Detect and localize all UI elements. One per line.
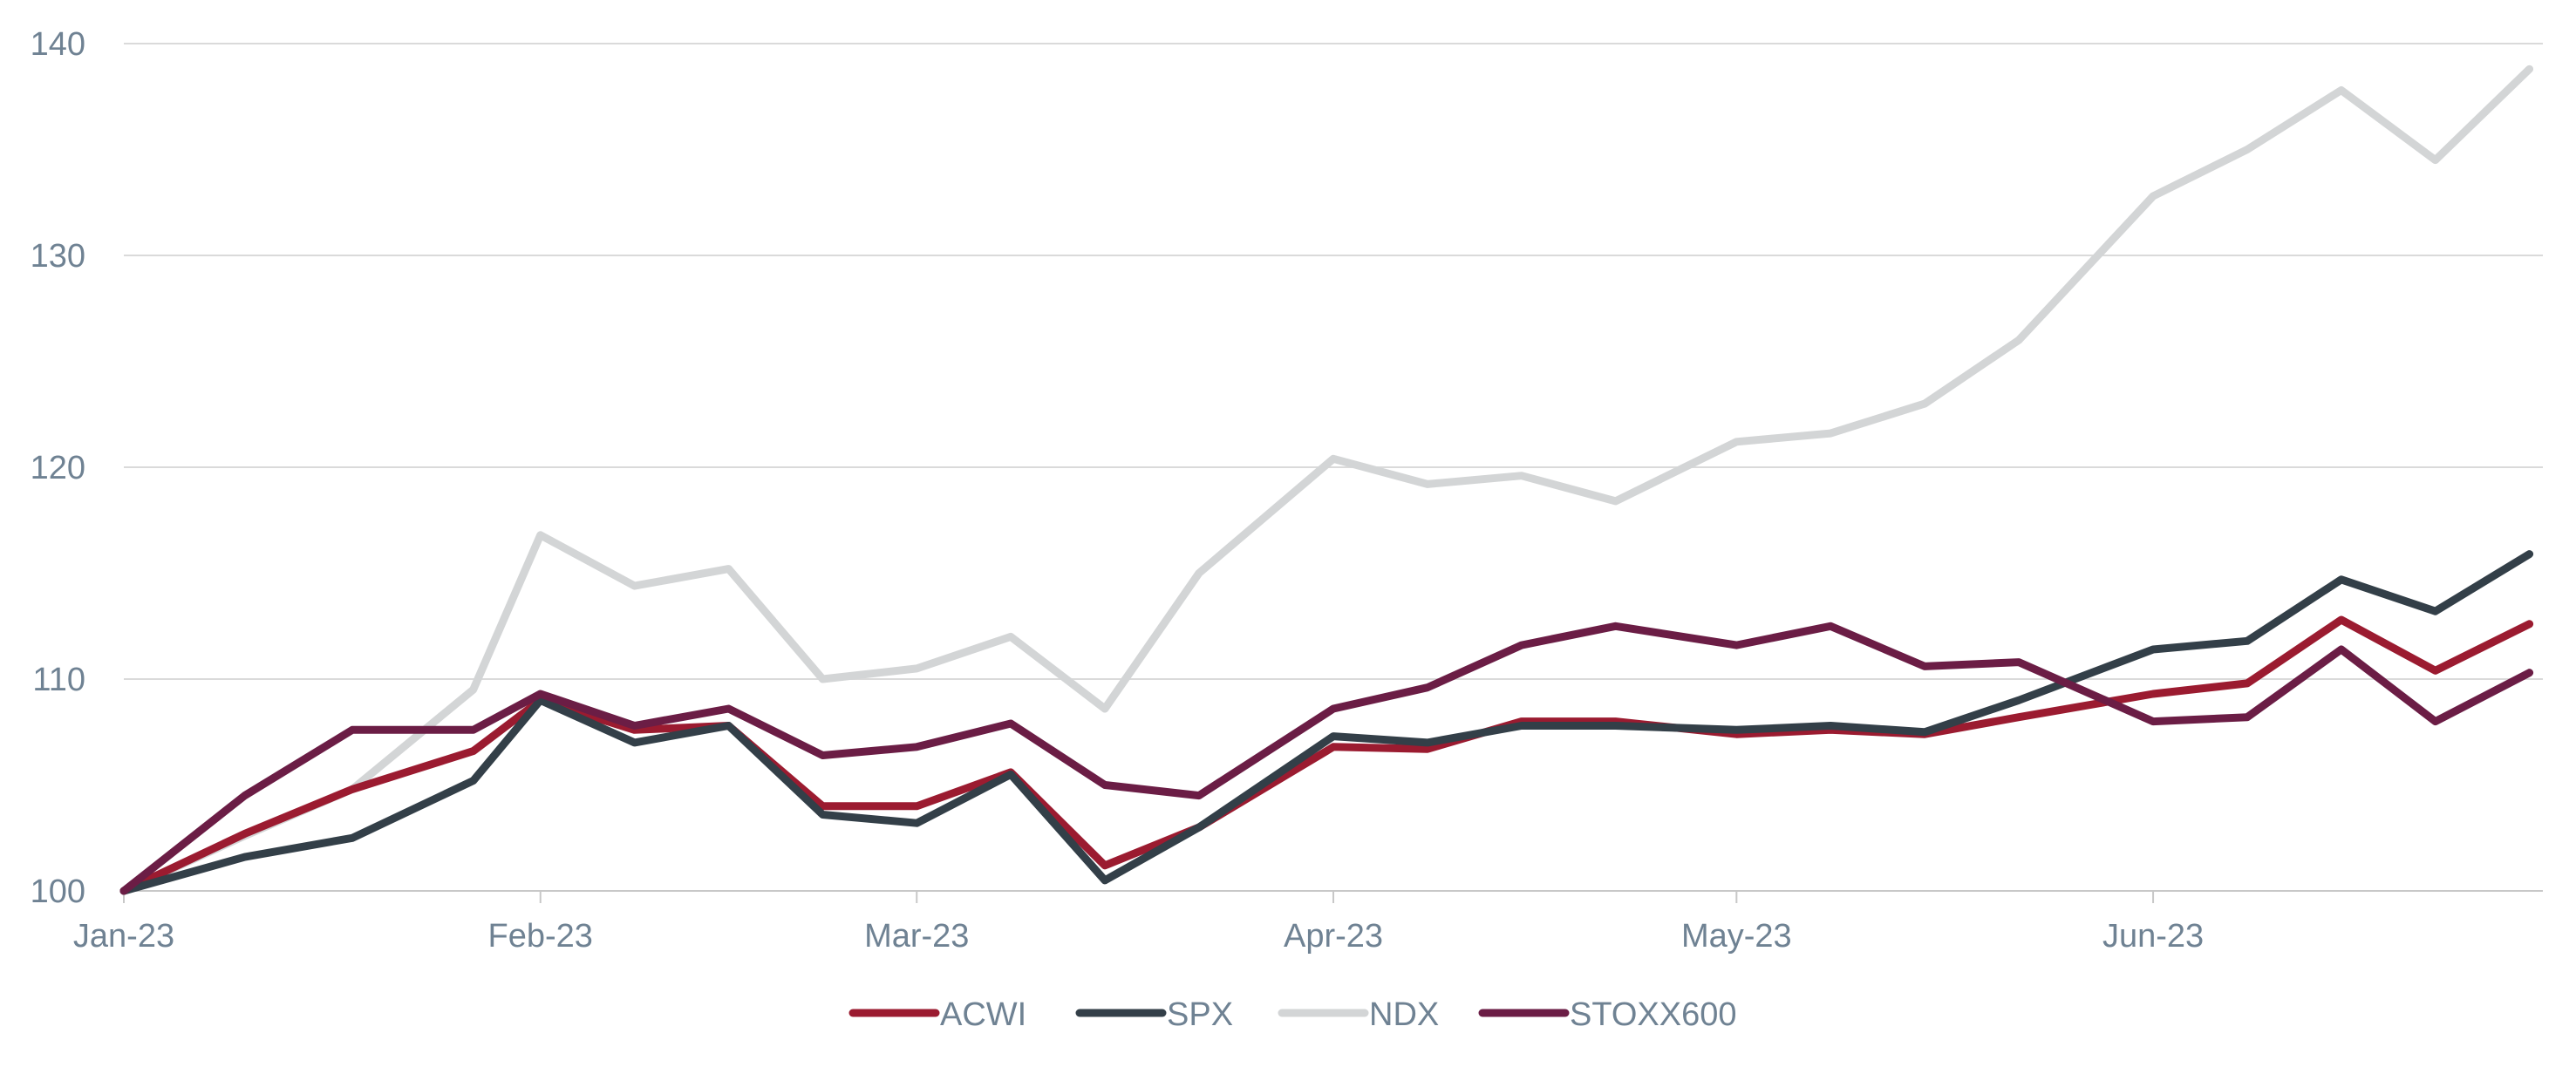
axis-layer: 100 110 120 130 140 Jan-23 Feb-23 Mar-23 Apr-23 M… xyxy=(31,26,2543,955)
y-tick-label: 100 xyxy=(31,873,85,910)
legend-label-ndx: NDX xyxy=(1369,996,1439,1033)
series-line-stoxx600 xyxy=(119,622,2534,895)
y-tick-label: 130 xyxy=(31,238,85,275)
x-tick-label: Apr-23 xyxy=(1284,918,1383,955)
series-line-ndx xyxy=(119,65,2534,895)
series-line-spx xyxy=(119,550,2534,895)
x-tick-label: Feb-23 xyxy=(488,918,593,955)
legend-label-acwi: ACWI xyxy=(940,996,1026,1033)
series-layer xyxy=(119,65,2534,895)
legend-label-spx: SPX xyxy=(1167,996,1233,1033)
y-tick-label: 120 xyxy=(31,450,85,486)
y-tick-label: 140 xyxy=(31,26,85,63)
y-tick-label: 110 xyxy=(32,662,85,698)
x-tick-label: May-23 xyxy=(1681,918,1792,955)
legend-label-stoxx600: STOXX600 xyxy=(1570,996,1737,1033)
x-tick-label: Jan-23 xyxy=(73,918,174,955)
legend: ACWI SPX NDX STOXX600 xyxy=(848,996,1737,1033)
x-tick-label: Mar-23 xyxy=(864,918,969,955)
x-tick-label: Jun-23 xyxy=(2102,918,2204,955)
